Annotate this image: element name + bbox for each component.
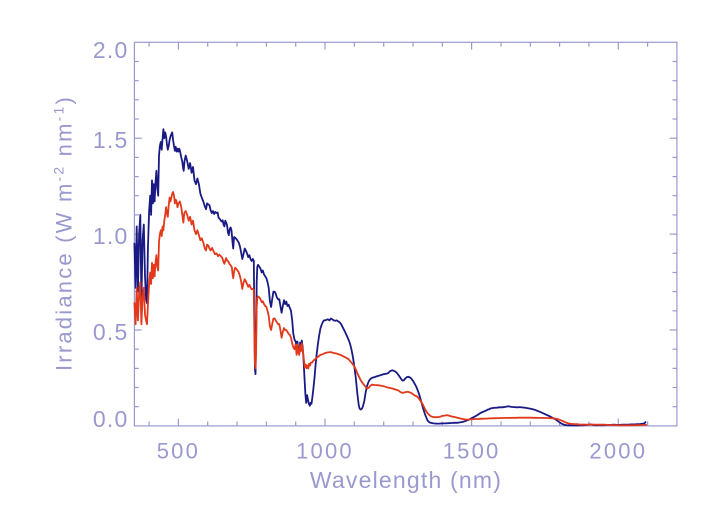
svg-text:1500: 1500 (443, 439, 501, 464)
svg-text:1.5: 1.5 (93, 127, 129, 153)
svg-text:Wavelength (nm): Wavelength (nm) (310, 467, 502, 493)
svg-text:1000: 1000 (296, 439, 354, 464)
svg-text:2.0: 2.0 (93, 37, 129, 63)
svg-text:0.5: 0.5 (93, 319, 129, 345)
svg-text:1.0: 1.0 (93, 223, 129, 249)
svg-text:Irradiance (W m-2 nm-1): Irradiance (W m-2 nm-1) (51, 95, 77, 371)
svg-text:2000: 2000 (589, 439, 647, 464)
svg-text:0.0: 0.0 (93, 406, 129, 432)
svg-text:500: 500 (157, 439, 200, 464)
